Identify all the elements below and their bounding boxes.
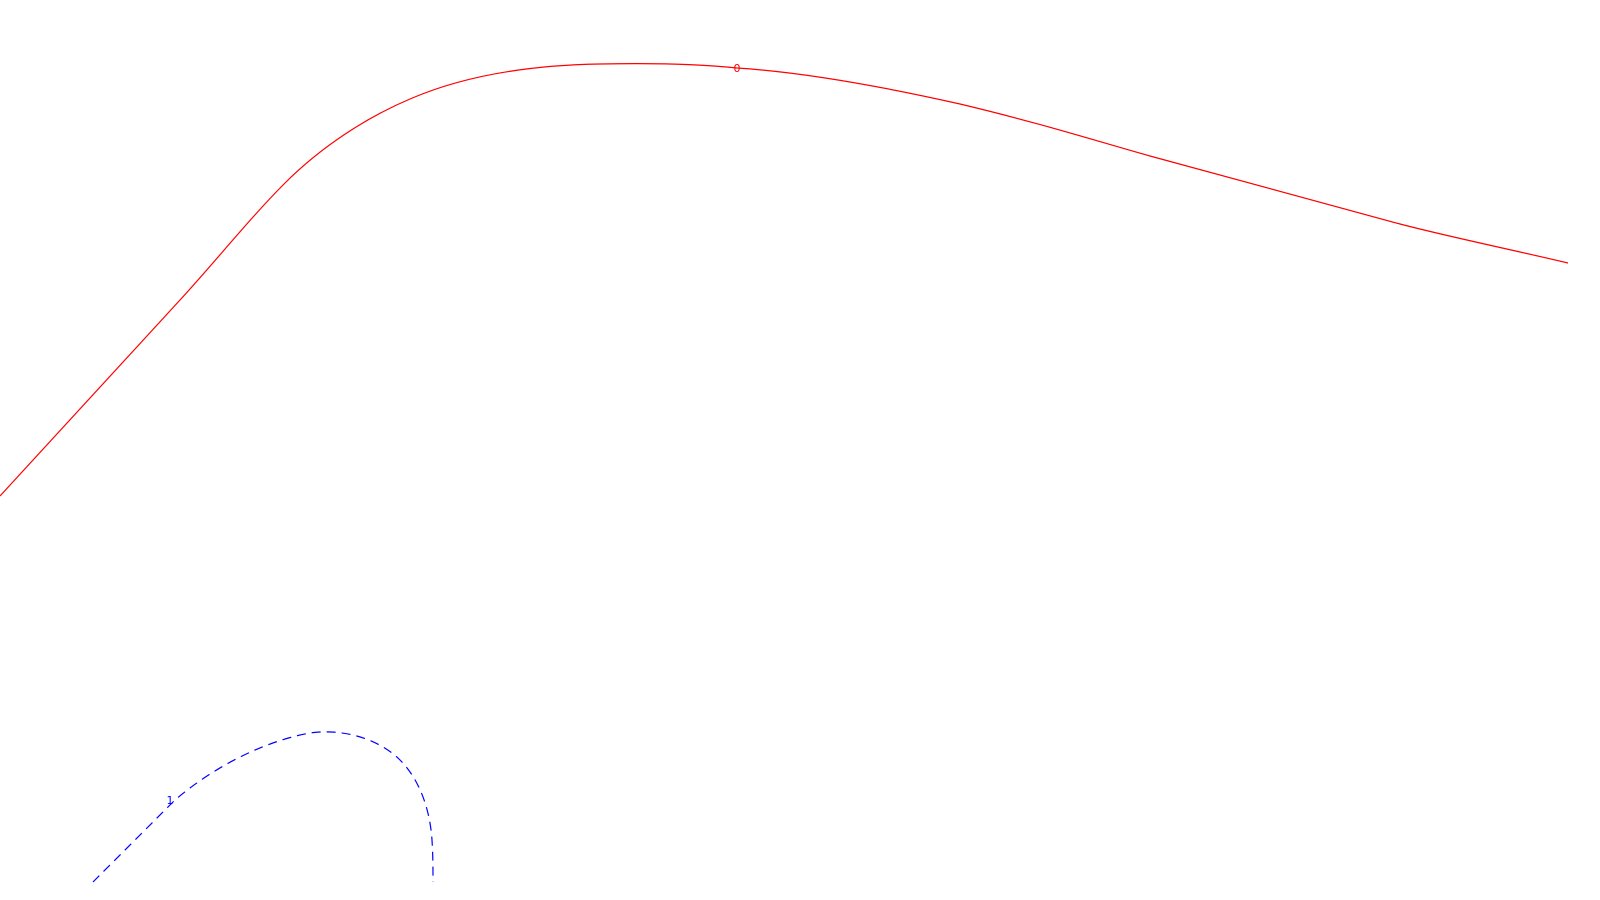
contour-line-0 [0,63,1569,497]
contour-label-1: 1 [167,794,174,807]
contour-label-0: 0 [734,62,741,75]
contour-line-1 [92,731,434,883]
